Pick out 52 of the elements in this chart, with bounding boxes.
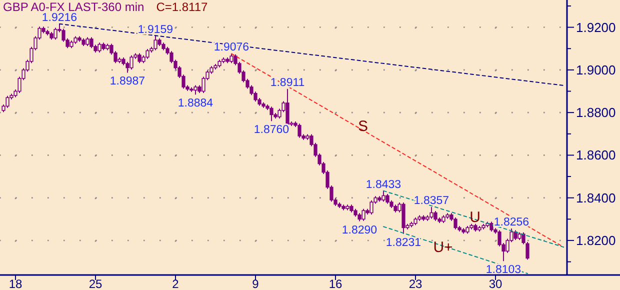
x-tick-label: 25 <box>88 277 102 290</box>
y-tick-label: 1.8800 <box>576 105 616 120</box>
y-tick-label: 1.9000 <box>576 62 616 78</box>
candlestick <box>402 202 406 234</box>
candlestick <box>382 190 386 202</box>
candlestick <box>362 208 366 222</box>
candlestick <box>194 84 198 96</box>
annotation: 1.8256 <box>494 216 530 229</box>
candlestick <box>6 95 10 108</box>
candlestick <box>386 193 390 204</box>
annotation: 1.8760 <box>254 124 290 136</box>
y-tick-label: 1.9200 <box>576 20 616 35</box>
annotation: 1.8290 <box>342 224 378 236</box>
annotation: S <box>358 118 368 135</box>
candlestick <box>514 230 518 241</box>
candlestick <box>154 36 158 51</box>
y-tick-label: 1.8200 <box>576 233 616 248</box>
x-tick-label: 23 <box>408 277 422 290</box>
annotation: 1.9159 <box>138 24 174 36</box>
candlestick <box>230 53 234 64</box>
annotation: 1.8103 <box>486 264 522 276</box>
candlestick <box>98 42 102 53</box>
candlestick <box>430 206 434 220</box>
y-tick-label: 1.8600 <box>576 148 616 163</box>
candlestick <box>130 54 134 70</box>
candlestick <box>490 221 494 232</box>
candlestick <box>54 27 58 40</box>
candlestick <box>434 210 438 222</box>
x-tick-label: 18 <box>8 277 22 290</box>
annotation: 1.8987 <box>110 76 146 88</box>
candlestick <box>298 123 302 138</box>
x-tick-label: 30 <box>488 277 502 290</box>
candlestick <box>270 106 274 122</box>
chart-title: GBP A0-FX LAST-360 min <box>3 0 144 14</box>
annotation: 1.8357 <box>414 194 450 207</box>
candlestick <box>146 48 150 60</box>
candlestick <box>286 88 290 126</box>
x-tick-label: 9 <box>252 277 260 290</box>
candlestick <box>138 52 142 64</box>
annotation: 1.8231 <box>386 236 422 249</box>
y-tick-label: 1.8400 <box>576 190 616 206</box>
candlestick <box>370 200 374 215</box>
candlestick <box>90 36 94 49</box>
x-tick-label: 16 <box>328 277 342 290</box>
annotation: 1.9076 <box>214 42 250 54</box>
annotation: 1.8884 <box>178 98 214 110</box>
annotation: U+ <box>433 239 454 256</box>
candlestick <box>454 216 458 230</box>
annotation: 1.8433 <box>366 178 402 191</box>
annotation: 1.9216 <box>42 12 78 24</box>
x-tick-label: 2 <box>172 277 180 290</box>
chart-subtitle: C=1.8117 <box>156 0 208 14</box>
